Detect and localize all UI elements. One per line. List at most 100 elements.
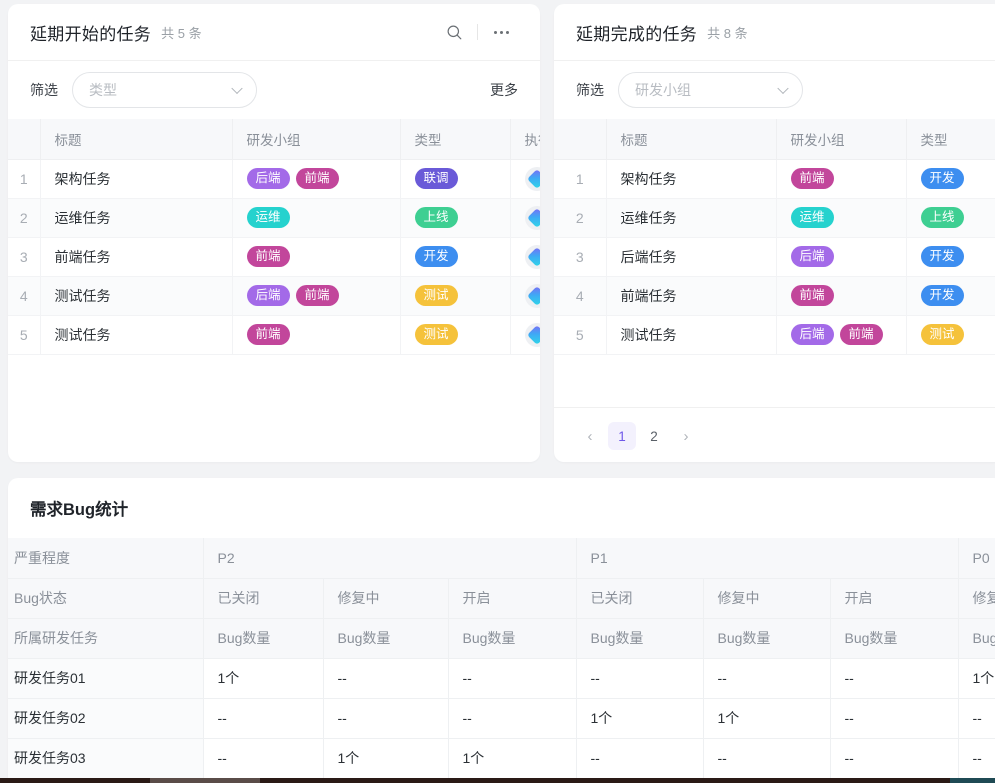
filter-label: 筛选 (576, 82, 604, 98)
table-row[interactable]: 研发任务01 1个 -- -- -- -- -- 1个 (8, 658, 995, 699)
table-row[interactable]: 2 运维任务 运维 上线 (8, 198, 540, 238)
metric-row-cell: Bug数量 (203, 618, 324, 659)
record-count: 共 5 条 (161, 25, 202, 41)
cell-bug-count: -- (830, 658, 959, 699)
severity-cell-p2: P2 (203, 538, 577, 579)
cell-bug-count: -- (448, 698, 577, 739)
page-title: 延期开始的任务 (30, 24, 152, 44)
tag-前端: 前端 (295, 285, 339, 306)
severity-cell-p0: P0 (958, 538, 995, 579)
cell-assignee (510, 198, 540, 238)
tag-后端: 后端 (790, 246, 834, 267)
cell-type: 联调 (400, 159, 511, 199)
cell-group: 前端 (232, 237, 401, 277)
chevron-down-icon (777, 82, 789, 95)
chevron-down-icon (231, 82, 243, 95)
taskbar-strip (0, 778, 995, 783)
metric-row-cell: Bug数量 (703, 618, 831, 659)
table-row[interactable]: 研发任务02 -- -- -- 1个 1个 -- -- (8, 698, 995, 739)
bug-stats-card: 需求Bug统计 严重程度 P2 P1 P0 Bug状态 已关闭 修复中 开启 已关闭 修复中 开启修… (8, 478, 995, 780)
page-title: 延期完成的任务 (576, 24, 698, 44)
cell-title: 架构任务 (606, 159, 777, 199)
cell-group: 前端 (776, 276, 907, 316)
cell-group: 运维 (776, 198, 907, 238)
status-row-cell: 修复中 (323, 578, 449, 619)
cell-type: 测试 (400, 315, 511, 355)
cell-type: 开发 (906, 237, 995, 277)
cell-bug-count: 1个 (323, 738, 449, 779)
cell-bug-count: -- (576, 738, 704, 779)
row-index: 3 (8, 237, 41, 277)
table-row[interactable]: 4 测试任务 后端 前端 测试 (8, 276, 540, 316)
filter-bar: 筛选 研发小组 (554, 61, 995, 119)
column-header-group: 研发小组 (232, 119, 401, 160)
cell-task-name: 研发任务02 (8, 698, 204, 739)
tag-运维: 运维 (246, 207, 290, 228)
tag-开发: 开发 (920, 246, 964, 267)
header-actions (437, 15, 518, 49)
tag-前端: 前端 (246, 324, 290, 345)
more-filters-link[interactable]: 更多 (490, 82, 518, 98)
tag-前端: 前端 (790, 285, 834, 306)
table-row[interactable]: 5 测试任务 前端 测试 (8, 315, 540, 355)
bug-stats-title: 需求Bug统计 (30, 501, 129, 519)
severity-row: 严重程度 P2 P1 P0 (8, 538, 995, 579)
group-filter-placeholder: 研发小组 (635, 82, 691, 98)
chevron-right-icon[interactable]: › (683, 427, 689, 445)
chevron-left-icon[interactable]: ‹ (587, 427, 593, 445)
cell-title: 测试任务 (40, 276, 233, 316)
cell-title: 前端任务 (606, 276, 777, 316)
pagination: ‹ 1 2 › (554, 407, 995, 462)
table-row[interactable]: 3 后端任务 后端 开发 (554, 237, 995, 277)
page-button-1[interactable]: 1 (608, 422, 636, 450)
cell-type: 开发 (906, 159, 995, 199)
page-button-2[interactable]: 2 (650, 428, 658, 444)
metric-row-cell: Bug数量 (323, 618, 449, 659)
row-index: 4 (554, 276, 607, 316)
cell-title: 后端任务 (606, 237, 777, 277)
cell-bug-count: -- (958, 738, 995, 779)
row-label: Bug状态 (8, 578, 204, 619)
table-row[interactable]: 1 架构任务 前端 开发 (554, 159, 995, 199)
cell-assignee (510, 315, 540, 355)
group-filter-select[interactable]: 研发小组 (618, 72, 803, 108)
cell-type: 开发 (906, 276, 995, 316)
tag-前端: 前端 (246, 246, 290, 267)
tag-后端: 后端 (790, 324, 834, 345)
ellipsis-icon[interactable] (484, 15, 518, 49)
search-icon[interactable] (437, 15, 471, 49)
cell-bug-count: 1个 (703, 698, 831, 739)
tag-测试: 测试 (414, 285, 458, 306)
cell-group: 后端 前端 (232, 159, 401, 199)
row-index: 1 (8, 159, 41, 199)
cell-type: 上线 (906, 198, 995, 238)
table-row[interactable]: 4 前端任务 前端 开发 (554, 276, 995, 316)
metric-row-cell: Bug数量 (830, 618, 959, 659)
table-row[interactable]: 3 前端任务 前端 开发 (8, 237, 540, 277)
cell-bug-count: -- (203, 738, 324, 779)
status-row-cell: 修复中 (958, 578, 995, 619)
cell-bug-count: -- (203, 698, 324, 739)
cell-type: 上线 (400, 198, 511, 238)
column-header-index (8, 119, 41, 160)
row-index: 2 (8, 198, 41, 238)
tag-前端: 前端 (839, 324, 883, 345)
table-row[interactable]: 5 测试任务 后端 前端 测试 (554, 315, 995, 355)
table-row[interactable]: 2 运维任务 运维 上线 (554, 198, 995, 238)
cell-bug-count: -- (323, 658, 449, 699)
cell-bug-count: -- (703, 738, 831, 779)
delayed-finish-table: 标题 研发小组 类型 执行人 1架构任务前端开发2运维任务运维上线3后端任务后端… (554, 119, 995, 355)
cell-group: 运维 (232, 198, 401, 238)
table-row[interactable]: 1 架构任务 后端 前端 联调 (8, 159, 540, 199)
filter-bar: 筛选 类型 更多 (8, 61, 540, 119)
delayed-finish-table-wrap: 标题 研发小组 类型 执行人 1架构任务前端开发2运维任务运维上线3后端任务后端… (554, 119, 995, 407)
cell-group: 后端 (776, 237, 907, 277)
tag-开发: 开发 (920, 285, 964, 306)
cell-bug-count: -- (830, 698, 959, 739)
cell-task-name: 研发任务01 (8, 658, 204, 699)
table-row[interactable]: 研发任务03 -- 1个 1个 -- -- -- -- (8, 738, 995, 779)
type-filter-select[interactable]: 类型 (72, 72, 257, 108)
row-index: 2 (554, 198, 607, 238)
delayed-start-table-body: 1 架构任务 后端 前端 联调 2 运维任务 运维 上线 3 前端任务 前端 开发 4 测试任务 后端 前端 测试… (8, 159, 540, 355)
